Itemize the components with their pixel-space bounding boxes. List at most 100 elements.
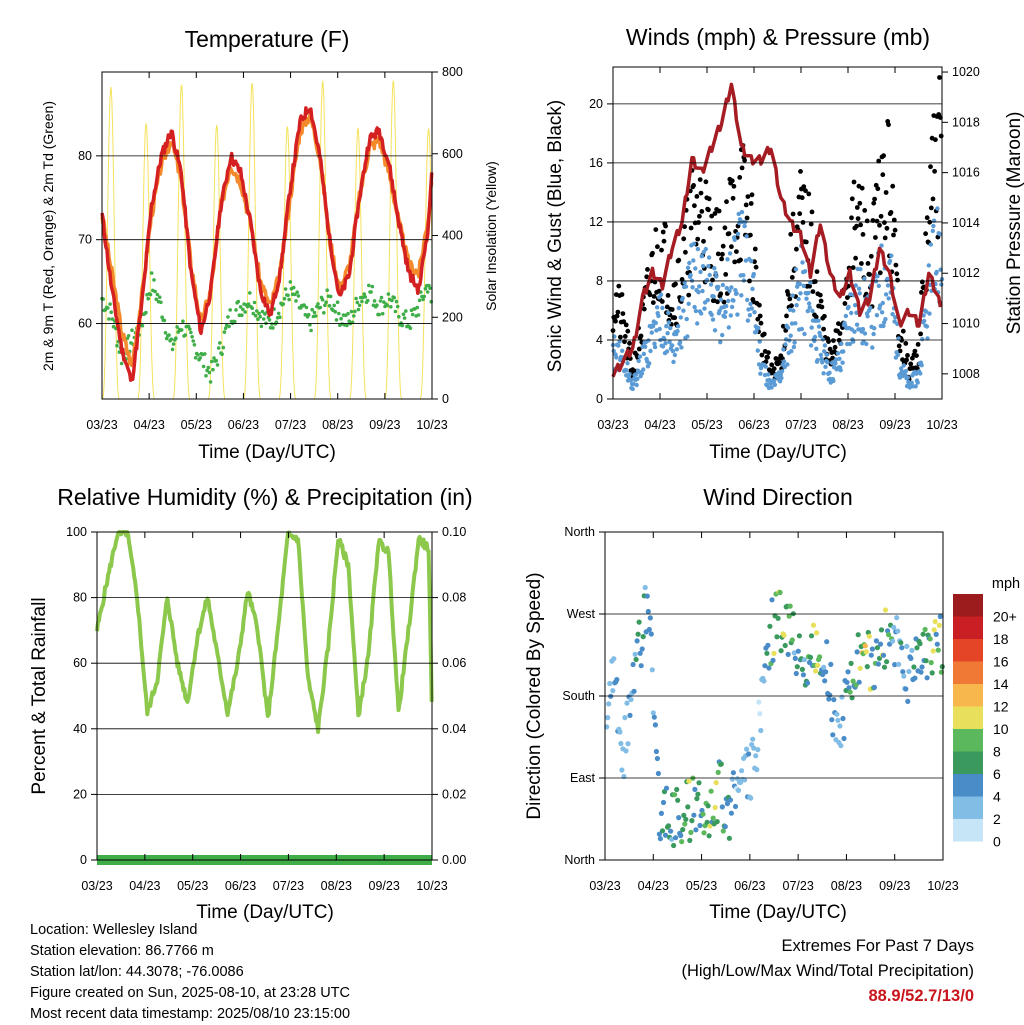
wind-point: [704, 277, 710, 283]
direction-point: [834, 711, 840, 717]
dewpoint-point: [149, 271, 154, 275]
direction-point: [918, 669, 924, 675]
direction-point: [774, 634, 780, 640]
gust-point: [724, 199, 729, 205]
direction-point: [732, 803, 739, 810]
direction-point: [632, 651, 638, 657]
dewpoint-point: [367, 283, 371, 288]
direction-point: [707, 823, 713, 829]
direction-point: [645, 608, 651, 615]
wind-point: [736, 211, 741, 217]
legend-label: 8: [993, 743, 1001, 759]
wind-point: [748, 301, 753, 307]
direction-point: [778, 648, 784, 654]
direction-point: [813, 668, 819, 674]
direction-point: [714, 819, 720, 825]
wind-point: [741, 273, 746, 278]
y-tick-label: 40: [73, 722, 87, 736]
wind-point: [801, 283, 806, 289]
dewpoint-point: [179, 328, 184, 332]
gust-point: [864, 218, 870, 224]
gust-point: [722, 225, 728, 231]
wind-point: [670, 348, 676, 354]
x-tick-label: 03/23: [81, 879, 112, 893]
dewpoint-point: [228, 308, 232, 312]
wind-point: [812, 334, 818, 340]
legend-label: 14: [993, 676, 1009, 692]
dewpoint-point: [191, 339, 195, 343]
dewpoint-point: [251, 311, 256, 316]
gust-point: [890, 183, 896, 189]
gust-point: [877, 222, 882, 228]
wind-point: [713, 270, 718, 276]
wind-point: [682, 280, 687, 285]
wind-point: [778, 372, 783, 377]
direction-point: [656, 831, 663, 837]
wind-point: [658, 292, 664, 297]
direction-point: [718, 761, 724, 767]
dewpoint-point: [153, 289, 157, 294]
wind-point: [870, 345, 875, 350]
dewpoint-point: [252, 300, 257, 305]
wind-point: [893, 315, 898, 320]
direction-point: [844, 679, 850, 685]
wind-point: [809, 325, 814, 330]
direction-point: [766, 665, 772, 671]
gust-point: [691, 183, 696, 188]
wind-point: [791, 344, 797, 350]
y2-tick-label: 200: [442, 310, 463, 324]
wind-point: [796, 296, 801, 302]
gust-point: [656, 288, 662, 294]
gust-point: [875, 186, 881, 192]
gust-point: [650, 250, 655, 256]
gust-point: [769, 362, 775, 368]
gust-point: [874, 218, 880, 224]
wind-point: [763, 364, 768, 369]
x-tick-label: 06/23: [225, 879, 256, 893]
gust-point: [647, 292, 653, 298]
wind-point: [676, 305, 681, 311]
dewpoint-point: [339, 316, 343, 321]
gust-point: [826, 339, 831, 344]
direction-point: [922, 626, 928, 633]
direction-point: [708, 788, 714, 794]
gust-point: [821, 326, 826, 332]
dewpoint-point: [404, 309, 408, 313]
dewpoint-point: [152, 278, 156, 282]
dewpoint-point: [271, 326, 275, 330]
gust-point: [880, 172, 886, 178]
direction-point: [722, 824, 728, 830]
wind-point: [881, 323, 886, 329]
x-tick-label: 05/23: [691, 418, 722, 432]
x-tick-label: 06/23: [738, 418, 769, 432]
dewpoint-point: [148, 292, 153, 297]
wind-point: [790, 293, 795, 298]
gust-point: [659, 247, 664, 253]
direction-point: [892, 662, 898, 668]
gust-point: [910, 355, 915, 361]
direction-point: [628, 696, 634, 703]
direction-point: [838, 743, 844, 749]
wind-point: [804, 296, 809, 301]
dewpoint-point: [408, 326, 413, 331]
direction-point: [829, 717, 835, 723]
direction-point: [930, 648, 936, 654]
wind-point: [857, 291, 862, 296]
direction-point: [697, 822, 703, 829]
gust-point: [692, 203, 697, 209]
direction-point: [935, 647, 941, 653]
gust-point: [803, 188, 808, 194]
dewpoint-point: [316, 302, 320, 306]
direction-point: [610, 688, 616, 694]
direction-point: [817, 654, 823, 660]
dewpoint-point: [397, 314, 401, 319]
y-tick-label: South: [562, 689, 595, 703]
wind-point: [781, 359, 787, 364]
direction-point: [924, 675, 930, 681]
wind-point: [849, 310, 854, 316]
wind-point: [772, 382, 778, 387]
gust-point: [853, 255, 858, 261]
wind-point: [664, 349, 670, 354]
wind-point: [685, 334, 690, 339]
gust-point: [723, 272, 729, 277]
